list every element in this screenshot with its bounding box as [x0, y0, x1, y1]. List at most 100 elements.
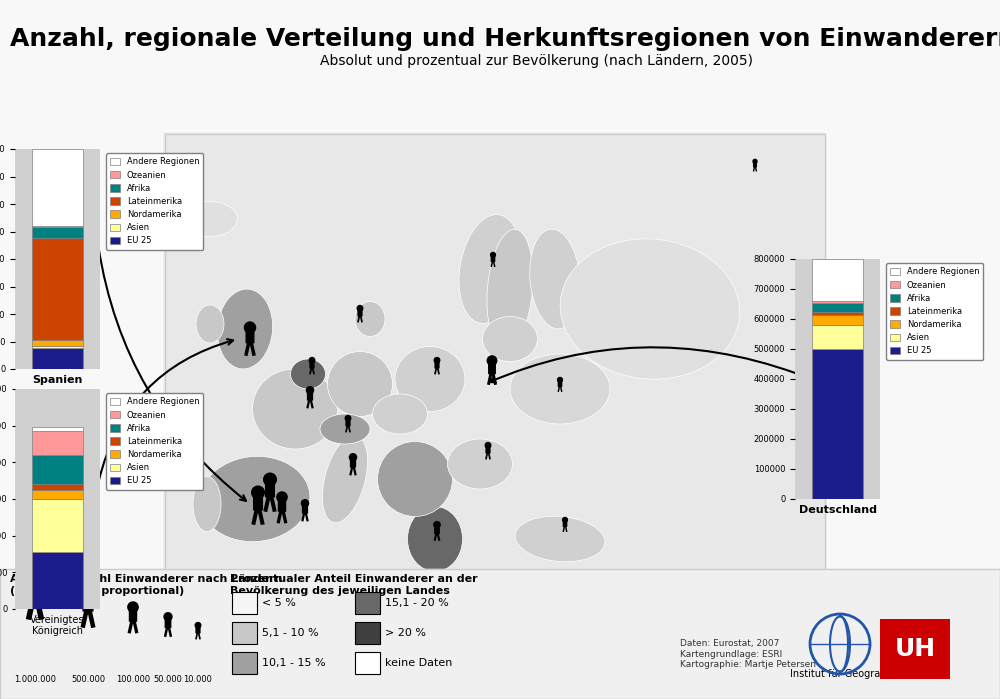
Ellipse shape [395, 347, 465, 412]
Circle shape [252, 487, 264, 499]
Bar [32, 238, 83, 340]
Text: 5,1 - 10 %: 5,1 - 10 % [262, 628, 319, 638]
Bar [232, 592, 257, 614]
Bar [880, 619, 950, 679]
Circle shape [491, 252, 495, 257]
Ellipse shape [253, 369, 337, 449]
Bar [32, 345, 83, 348]
Ellipse shape [217, 289, 273, 369]
Bar [812, 301, 863, 303]
Text: Absolute Anzahl Einwanderer nach Ländern
(Symbolgröße proportional): Absolute Anzahl Einwanderer nach Ländern… [10, 574, 282, 596]
Bar [355, 592, 380, 614]
Circle shape [434, 521, 440, 528]
Circle shape [301, 500, 309, 507]
FancyBboxPatch shape [83, 595, 93, 611]
Text: Institut für Geographie: Institut für Geographie [790, 669, 902, 679]
Bar [32, 348, 83, 369]
Circle shape [563, 517, 567, 522]
Bar [32, 149, 83, 226]
Circle shape [558, 377, 562, 382]
Text: Daten: Eurostat, 2007
Kartengrundlage: ESRI
Kartographie: Martje Petersen: Daten: Eurostat, 2007 Kartengrundlage: E… [680, 639, 816, 669]
X-axis label: Vereinigtes
Königreich: Vereinigtes Königreich [30, 614, 85, 636]
FancyBboxPatch shape [266, 482, 274, 497]
Bar [32, 227, 83, 238]
Circle shape [306, 387, 314, 394]
Bar [32, 431, 83, 455]
FancyBboxPatch shape [196, 626, 200, 633]
Bar [32, 552, 83, 609]
Ellipse shape [515, 517, 605, 562]
Bar [812, 349, 863, 499]
Bar [0, 569, 1000, 699]
Bar [32, 484, 83, 490]
FancyBboxPatch shape [308, 392, 312, 400]
Circle shape [309, 357, 315, 363]
Ellipse shape [193, 477, 221, 531]
Ellipse shape [200, 456, 310, 542]
Bar [232, 622, 257, 644]
FancyBboxPatch shape [489, 363, 495, 374]
Ellipse shape [322, 435, 368, 523]
Bar [32, 226, 83, 227]
FancyBboxPatch shape [165, 619, 171, 628]
Bar [812, 303, 863, 312]
Ellipse shape [448, 439, 512, 489]
Legend: Andere Regionen, Ozeanien, Afrika, Lateinmerika, Nordamerika, Asien, EU 25: Andere Regionen, Ozeanien, Afrika, Latei… [886, 263, 983, 359]
Circle shape [244, 322, 256, 333]
FancyBboxPatch shape [246, 330, 254, 343]
FancyBboxPatch shape [310, 361, 314, 368]
FancyBboxPatch shape [491, 256, 495, 261]
FancyBboxPatch shape [351, 459, 355, 467]
FancyBboxPatch shape [358, 310, 362, 316]
FancyBboxPatch shape [563, 521, 567, 526]
Text: 10.000: 10.000 [184, 675, 212, 684]
Ellipse shape [487, 229, 533, 349]
Ellipse shape [459, 215, 521, 324]
Text: < 5 %: < 5 % [7, 571, 11, 572]
Ellipse shape [182, 201, 238, 236]
Text: 10,1 - 15 %: 10,1 - 15 % [262, 658, 326, 668]
Circle shape [277, 492, 287, 503]
Ellipse shape [408, 507, 462, 572]
Ellipse shape [196, 305, 224, 343]
Bar [232, 652, 257, 674]
Ellipse shape [290, 359, 326, 389]
FancyBboxPatch shape [278, 499, 286, 511]
FancyBboxPatch shape [303, 505, 307, 513]
Circle shape [26, 567, 44, 584]
FancyBboxPatch shape [435, 361, 439, 368]
Ellipse shape [530, 229, 580, 329]
Bar [812, 312, 863, 315]
Text: > 20 %: > 20 % [385, 628, 426, 638]
Ellipse shape [320, 414, 370, 444]
FancyBboxPatch shape [346, 419, 350, 426]
FancyBboxPatch shape [29, 579, 41, 599]
Text: Prozentualer Anteil Einwanderer an der
Bevölkerung des jeweiligen Landes: Prozentualer Anteil Einwanderer an der B… [230, 574, 478, 596]
Text: UH: UH [894, 637, 936, 661]
FancyBboxPatch shape [163, 132, 827, 626]
Ellipse shape [372, 394, 428, 434]
Circle shape [345, 415, 351, 421]
Circle shape [195, 623, 201, 628]
Ellipse shape [328, 352, 392, 417]
Bar [812, 325, 863, 349]
Ellipse shape [482, 317, 538, 361]
X-axis label: Spanien: Spanien [32, 375, 83, 384]
Ellipse shape [560, 239, 740, 379]
X-axis label: Deutschland: Deutschland [798, 505, 876, 514]
Bar [355, 652, 380, 674]
Text: < 5 %: < 5 % [262, 598, 296, 608]
FancyBboxPatch shape [435, 526, 439, 533]
Bar [32, 490, 83, 499]
Circle shape [487, 356, 497, 366]
Ellipse shape [355, 301, 385, 336]
FancyBboxPatch shape [254, 496, 262, 510]
Bar [812, 315, 863, 325]
Circle shape [434, 357, 440, 363]
Circle shape [128, 602, 138, 612]
Circle shape [485, 442, 491, 448]
Text: Anzahl, regionale Verteilung und Herkunftsregionen von Einwanderern in Europa: Anzahl, regionale Verteilung und Herkunf… [10, 27, 1000, 51]
Ellipse shape [378, 442, 452, 517]
Bar [32, 455, 83, 484]
Bar [0, 569, 1000, 699]
